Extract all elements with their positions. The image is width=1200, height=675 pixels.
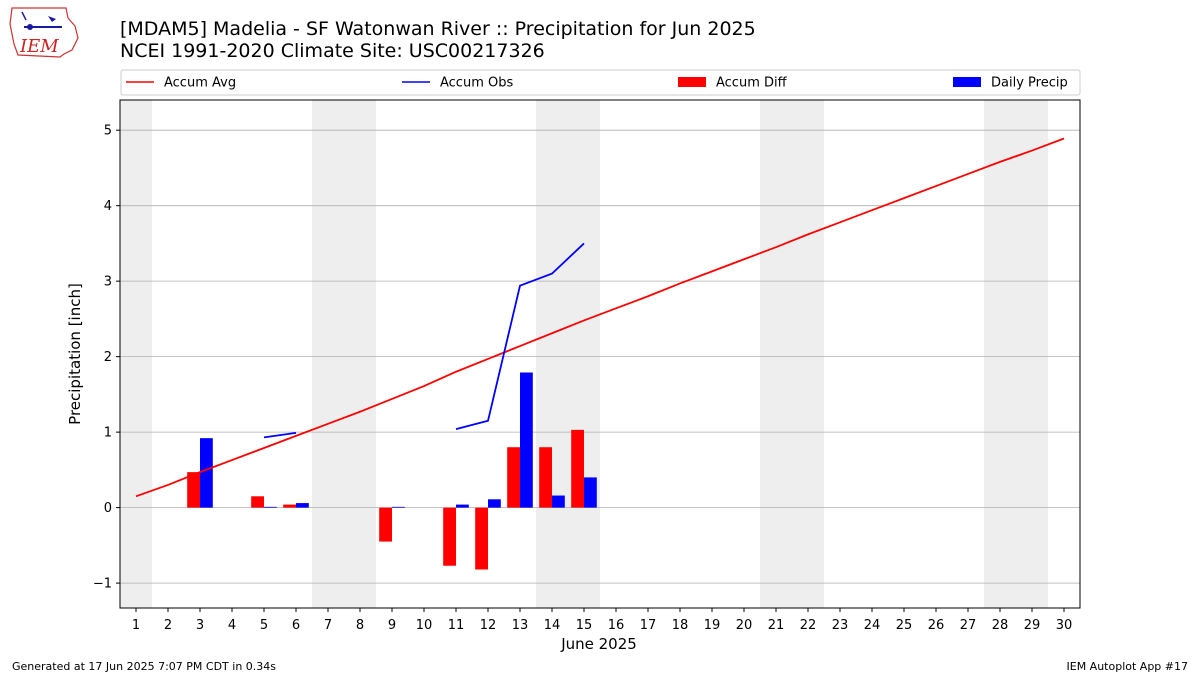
legend-label-accum-diff: Accum Diff [716, 76, 788, 91]
legend-swatch-accum-diff [678, 77, 706, 87]
xtick-label-21: 21 [768, 618, 785, 633]
legend: Accum Avg Accum Obs Accum Diff Daily Pre… [120, 69, 1081, 96]
weekend-band-day-14 [536, 100, 568, 608]
weekend-band-day-15 [568, 100, 600, 608]
ytick-label-1: 0 [104, 501, 112, 516]
daily-precip-bar-day-12 [488, 499, 501, 508]
y-gridlines [120, 129, 1080, 584]
accum-diff-bar-day-14 [539, 447, 552, 508]
y-ticks: −1 0 1 2 3 4 5 [93, 124, 120, 592]
ytick-label-3: 2 [104, 350, 112, 365]
xtick-label-3: 3 [196, 618, 204, 633]
xtick-label-9: 9 [388, 618, 396, 633]
weekend-band-day-7 [312, 100, 344, 608]
accum-diff-bar-day-15 [571, 429, 584, 508]
accum-avg-line-segment-0 [135, 137, 1065, 498]
weekend-band-day-21 [760, 100, 792, 608]
xtick-label-29: 29 [1024, 618, 1041, 633]
y-axis-label: Precipitation [inch] [66, 283, 84, 425]
daily-precip-bar-day-9 [392, 506, 405, 508]
accum-diff-bar-day-12 [475, 507, 488, 570]
weekend-band-day-29 [1016, 100, 1048, 608]
accum-diff-bar-day-3 [187, 472, 200, 508]
weekend-band-day-22 [792, 100, 824, 608]
daily-precip-bar-day-14 [552, 495, 565, 508]
xtick-label-25: 25 [896, 618, 913, 633]
ytick-label-5: 4 [104, 199, 112, 214]
daily-precip-bar-day-15 [584, 477, 597, 508]
xtick-label-14: 14 [544, 618, 561, 633]
accum-diff-bar-day-9 [379, 507, 392, 542]
xtick-label-27: 27 [960, 618, 977, 633]
xtick-label-6: 6 [292, 618, 300, 633]
iem-logo: IEM [9, 7, 79, 58]
weekend-band-day-28 [984, 100, 1016, 608]
chart-title: [MDAM5] Madelia - SF Watonwan River :: P… [120, 18, 756, 40]
accum-obs-line-segment-0 [263, 431, 297, 439]
xtick-label-7: 7 [324, 618, 332, 633]
accum-diff-bar-day-11 [443, 507, 456, 566]
xtick-label-1: 1 [132, 618, 140, 633]
legend-label-accum-obs: Accum Obs [440, 76, 513, 91]
footer-generated: Generated at 17 Jun 2025 7:07 PM CDT in … [12, 660, 276, 673]
xtick-label-18: 18 [672, 618, 689, 633]
xtick-label-15: 15 [576, 618, 593, 633]
xtick-label-12: 12 [480, 618, 497, 633]
xtick-label-20: 20 [736, 618, 753, 633]
accum-diff-bar-day-5 [251, 496, 264, 508]
xtick-label-11: 11 [448, 618, 465, 633]
legend-label-daily-precip: Daily Precip [991, 76, 1068, 91]
xtick-label-10: 10 [416, 618, 433, 633]
chart-subtitle: NCEI 1991-2020 Climate Site: USC00217326 [120, 40, 545, 62]
legend-swatch-daily-precip [953, 77, 981, 87]
xtick-label-28: 28 [992, 618, 1009, 633]
ytick-label-4: 3 [104, 275, 112, 290]
xtick-label-26: 26 [928, 618, 945, 633]
xtick-label-23: 23 [832, 618, 849, 633]
ytick-label-2: 1 [104, 426, 112, 441]
iem-logo-text: IEM [19, 36, 59, 57]
xtick-label-2: 2 [164, 618, 172, 633]
xtick-label-8: 8 [356, 618, 364, 633]
bars [187, 372, 597, 570]
weekend-band-day-1 [120, 100, 152, 608]
accum-diff-bar-day-13 [507, 447, 520, 508]
xtick-label-16: 16 [608, 618, 625, 633]
accum-obs-line-segment-1 [455, 242, 585, 430]
weekend-band-day-8 [344, 100, 376, 608]
x-axis-label: June 2025 [560, 635, 637, 653]
xtick-label-17: 17 [640, 618, 657, 633]
xtick-label-24: 24 [864, 618, 881, 633]
daily-precip-bar-day-11 [456, 504, 469, 508]
xtick-label-13: 13 [512, 618, 529, 633]
xtick-label-22: 22 [800, 618, 817, 633]
xtick-label-5: 5 [260, 618, 268, 633]
ytick-label-0: −1 [93, 577, 112, 592]
xtick-label-30: 30 [1056, 618, 1073, 633]
legend-frame [120, 69, 1081, 96]
weekend-shading [120, 100, 1048, 608]
daily-precip-bar-day-3 [200, 438, 213, 508]
accum-diff-bar-day-6 [283, 504, 296, 508]
lines [135, 137, 1065, 498]
daily-precip-bar-day-5 [264, 506, 277, 508]
footer-app: IEM Autoplot App #17 [1067, 660, 1189, 673]
xtick-label-19: 19 [704, 618, 721, 633]
daily-precip-bar-day-13 [520, 372, 533, 508]
legend-label-accum-avg: Accum Avg [164, 76, 236, 91]
xtick-label-4: 4 [228, 618, 236, 633]
x-ticks: 1 2 3 4 5 6 7 8 9 10 11 12 13 14 15 16 17 18 19 20 21 22 23 24 2… [132, 608, 1072, 633]
daily-precip-bar-day-6 [296, 503, 309, 508]
plot-frame [119, 99, 1081, 609]
ytick-label-6: 5 [104, 124, 112, 139]
